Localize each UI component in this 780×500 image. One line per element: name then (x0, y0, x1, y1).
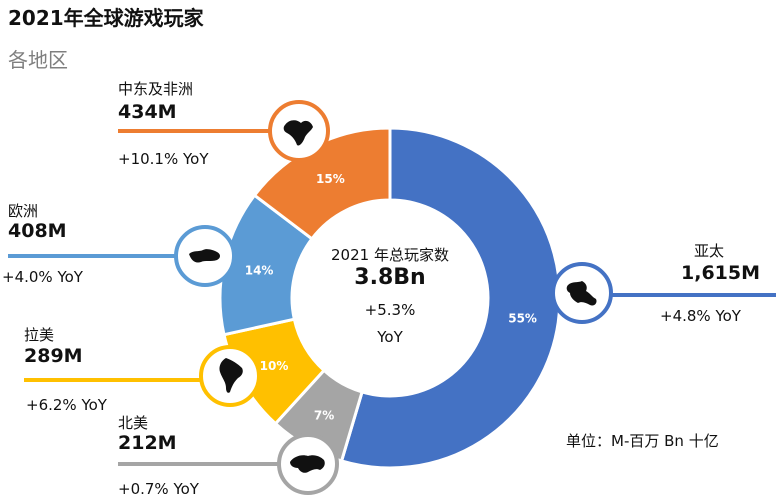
region-value-europe: 408M (8, 220, 67, 242)
slice-mea (252, 126, 392, 241)
region-yoy-asia: +4.8% YoY (660, 307, 741, 325)
region-value-na: 212M (118, 432, 177, 454)
center-total: 3.8Bn (354, 265, 426, 290)
chart-title: 2021年全球游戏玩家 (8, 6, 204, 30)
center-yoy-word: YoY (377, 328, 403, 346)
center-label: 2021 年总玩家数 (331, 246, 449, 264)
slice-percent-asia: 55% (508, 311, 537, 325)
region-map-icon-na (290, 455, 325, 473)
center-yoy: +5.3% (364, 301, 416, 319)
region-value-latam: 289M (24, 345, 83, 367)
map-badge-asia (551, 262, 613, 324)
region-yoy-mea: +10.1% YoY (118, 150, 209, 168)
map-badge-na (277, 433, 339, 495)
region-yoy-latam: +6.2% YoY (26, 396, 107, 414)
region-yoy-europe: +4.0% YoY (2, 268, 83, 286)
region-name-europe: 欧洲 (8, 202, 39, 220)
map-badge-europe (174, 225, 236, 287)
region-name-latam: 拉美 (24, 326, 55, 344)
region-map-icon-latam (219, 358, 243, 393)
slice-percent-latam: 10% (260, 359, 289, 373)
slice-percent-europe: 14% (245, 263, 274, 277)
region-name-na: 北美 (118, 414, 149, 432)
region-name-mea: 中东及非洲 (118, 80, 194, 98)
chart-subtitle: 各地区 (8, 48, 68, 72)
slice-percent-na: 7% (314, 409, 334, 423)
region-yoy-na: +0.7% YoY (118, 480, 199, 498)
region-map-icon-europe (189, 249, 220, 263)
region-map-icon-asia (566, 281, 597, 306)
map-badge-mea (268, 100, 330, 162)
slice-percent-mea: 15% (316, 172, 345, 186)
region-name-asia: 亚太 (694, 242, 725, 260)
map-badge-latam (199, 345, 261, 407)
region-value-asia: 1,615M (681, 262, 761, 284)
unit-note: 单位：M-百万 Bn 十亿 (566, 432, 719, 450)
region-value-mea: 434M (118, 101, 177, 123)
region-map-icon-mea (283, 120, 313, 146)
slice-asia (339, 126, 562, 470)
